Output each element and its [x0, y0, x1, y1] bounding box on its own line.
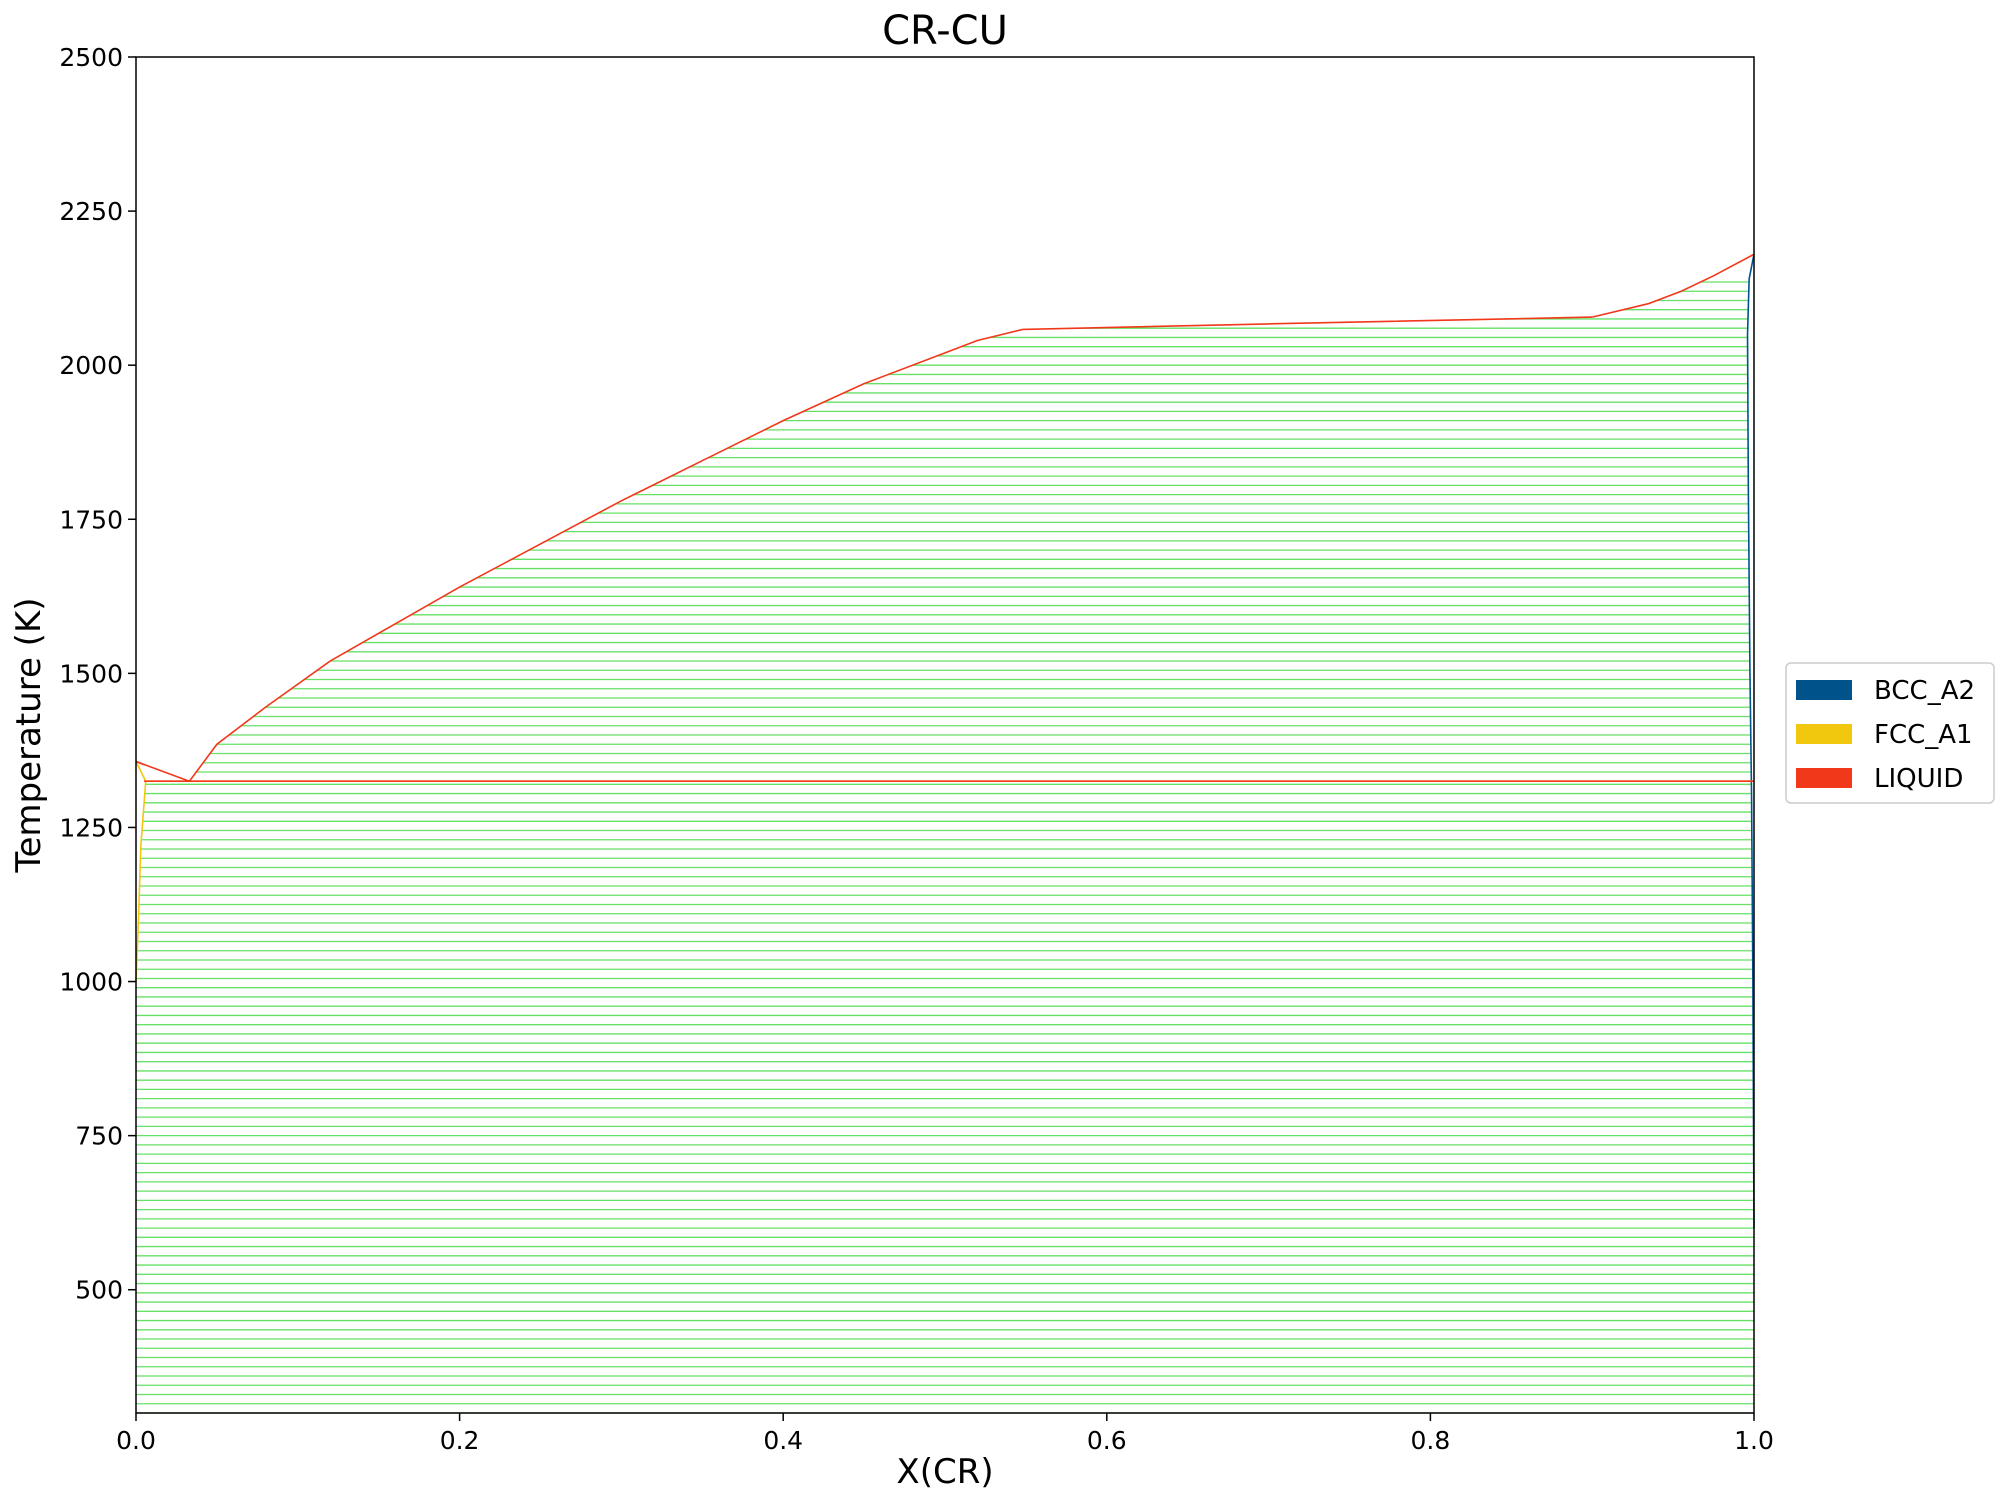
y-axis-ticks: 500 750 1000 1250 1500 1750 2000 2250 2500 — [59, 43, 136, 1305]
phase-boundary-liquid — [135, 760, 190, 782]
y-tick-label: 1500 — [59, 659, 123, 688]
phase-boundary-lines — [135, 253, 1755, 1229]
tie-line-hatching — [136, 281, 1754, 1414]
phase-boundary-bcc-a2 — [1746, 254, 1755, 1229]
legend-label-liquid: LIQUID — [1874, 764, 1963, 794]
phase-boundary-liquid — [135, 760, 145, 766]
y-axis-label: Temperature (K) — [9, 597, 49, 873]
x-tick-label: 1.0 — [1734, 1426, 1774, 1455]
y-tick-label: 500 — [75, 1276, 123, 1305]
y-tick-label: 2250 — [59, 197, 123, 226]
x-tick-label: 0.0 — [116, 1426, 156, 1455]
y-tick-label: 750 — [75, 1122, 123, 1151]
x-axis-label: X(CR) — [896, 1452, 993, 1492]
phase-boundary-liquid — [1022, 316, 1593, 331]
phase-boundary-liquid — [1592, 253, 1755, 318]
x-tick-label: 0.6 — [1087, 1426, 1127, 1455]
plot-area-frame — [135, 56, 1755, 1414]
legend-label-bcc-a2: BCC_A2 — [1874, 676, 1975, 706]
chart-title: CR-CU — [882, 8, 1008, 54]
x-tick-label: 0.2 — [440, 1426, 480, 1455]
phase-boundary-fcc-a1 — [135, 761, 147, 782]
y-tick-label: 1750 — [59, 505, 123, 534]
x-tick-label: 0.4 — [763, 1426, 803, 1455]
legend-swatch-fcc-a1 — [1796, 724, 1852, 744]
y-tick-label: 1250 — [59, 813, 123, 842]
legend: BCC_A2 FCC_A1 LIQUID — [1785, 662, 1995, 804]
legend-swatch-bcc-a2 — [1796, 680, 1852, 700]
x-tick-label: 0.8 — [1411, 1426, 1451, 1455]
y-tick-label: 2500 — [59, 43, 123, 72]
x-axis-ticks: 0.0 0.2 0.4 0.6 0.8 1.0 — [116, 1413, 1774, 1455]
phase-boundary-fcc-a1 — [135, 781, 147, 982]
legend-label-fcc-a1: FCC_A1 — [1874, 720, 1973, 750]
legend-swatch-liquid — [1796, 768, 1852, 788]
y-tick-label: 2000 — [59, 351, 123, 380]
phase-boundary-liquid — [188, 328, 1023, 782]
y-tick-label: 1000 — [59, 968, 123, 997]
